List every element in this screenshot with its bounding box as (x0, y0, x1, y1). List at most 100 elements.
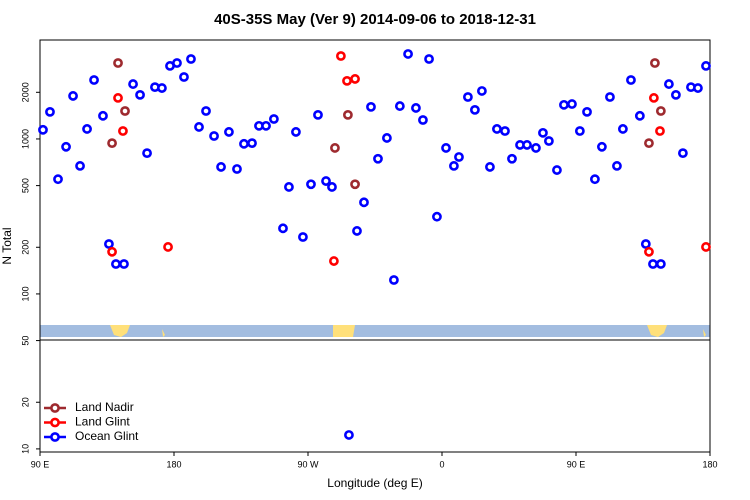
point (232, 164, 242, 174)
point (119, 259, 129, 269)
point (678, 148, 688, 159)
point (269, 114, 279, 124)
point (111, 259, 121, 269)
point (701, 242, 711, 252)
y-tick-label: 1000 (20, 129, 30, 149)
point (644, 138, 654, 149)
point (424, 54, 434, 64)
point (278, 223, 288, 234)
point (701, 61, 711, 71)
point (163, 242, 173, 252)
point (53, 174, 63, 185)
point (157, 83, 167, 93)
point (128, 79, 138, 89)
point (68, 91, 78, 101)
point (449, 161, 459, 171)
point (432, 211, 442, 222)
point (644, 246, 654, 257)
point (336, 51, 346, 61)
point (343, 109, 353, 120)
point (382, 133, 392, 143)
y-axis-label: N Total (0, 227, 14, 264)
point (612, 161, 622, 171)
point (142, 148, 152, 159)
point (650, 58, 660, 68)
point (107, 246, 117, 257)
point (559, 99, 569, 110)
point (531, 143, 541, 153)
legend-marker (50, 432, 60, 442)
point (366, 101, 376, 112)
legend-label: Land Nadir (75, 400, 134, 414)
point (640, 239, 651, 249)
x-axis-label: Longitude (deg E) (327, 476, 422, 490)
point (359, 197, 369, 208)
point (104, 239, 114, 249)
point (664, 79, 674, 89)
point (291, 127, 301, 137)
point (463, 92, 473, 102)
legend-label: Ocean Glint (75, 429, 139, 443)
y-tick-label: 500 (20, 178, 30, 193)
point (605, 92, 615, 102)
point (634, 110, 645, 121)
point (655, 259, 666, 269)
point (321, 176, 331, 186)
point (567, 99, 577, 109)
point (394, 101, 405, 111)
y-tick-label: 10 (20, 444, 30, 454)
point (671, 89, 681, 100)
y-tick-label: 20 (20, 397, 30, 407)
point (194, 122, 204, 132)
point (373, 153, 383, 164)
point (327, 182, 337, 192)
point (113, 93, 123, 103)
point (350, 74, 360, 84)
map-strip (40, 325, 710, 337)
x-tick-label: 90 E (31, 459, 50, 469)
y-tick-label: 200 (20, 240, 30, 255)
point (507, 153, 517, 164)
point (626, 75, 636, 85)
point (113, 58, 123, 68)
y-tick-label: 50 (20, 336, 30, 346)
point (186, 54, 196, 64)
point (247, 138, 257, 149)
point (201, 106, 211, 116)
point (38, 124, 48, 135)
point (261, 120, 271, 131)
x-tick-label: 180 (166, 459, 181, 469)
point (655, 106, 666, 116)
y-tick-label: 100 (20, 286, 30, 301)
point (648, 259, 658, 269)
point (209, 131, 219, 141)
legend-label: Land Glint (75, 415, 130, 429)
point (107, 138, 117, 149)
legend-marker (50, 403, 60, 413)
x-tick-label: 0 (439, 459, 444, 469)
point (648, 93, 659, 103)
point (224, 127, 234, 137)
point (45, 106, 55, 117)
point (118, 126, 128, 136)
point (75, 161, 85, 171)
point (655, 126, 665, 136)
point (216, 162, 226, 172)
point (298, 232, 308, 242)
point (82, 124, 92, 134)
point (470, 104, 480, 115)
point (597, 141, 607, 152)
point (344, 430, 354, 440)
point (120, 106, 130, 116)
point (500, 126, 510, 136)
point (330, 143, 340, 153)
point (485, 162, 495, 172)
point (477, 86, 487, 96)
point (618, 124, 628, 134)
point (454, 152, 464, 162)
y-tick-label: 2000 (20, 82, 30, 102)
point (492, 124, 502, 134)
point (590, 174, 600, 185)
point (522, 140, 532, 150)
point (350, 179, 360, 190)
